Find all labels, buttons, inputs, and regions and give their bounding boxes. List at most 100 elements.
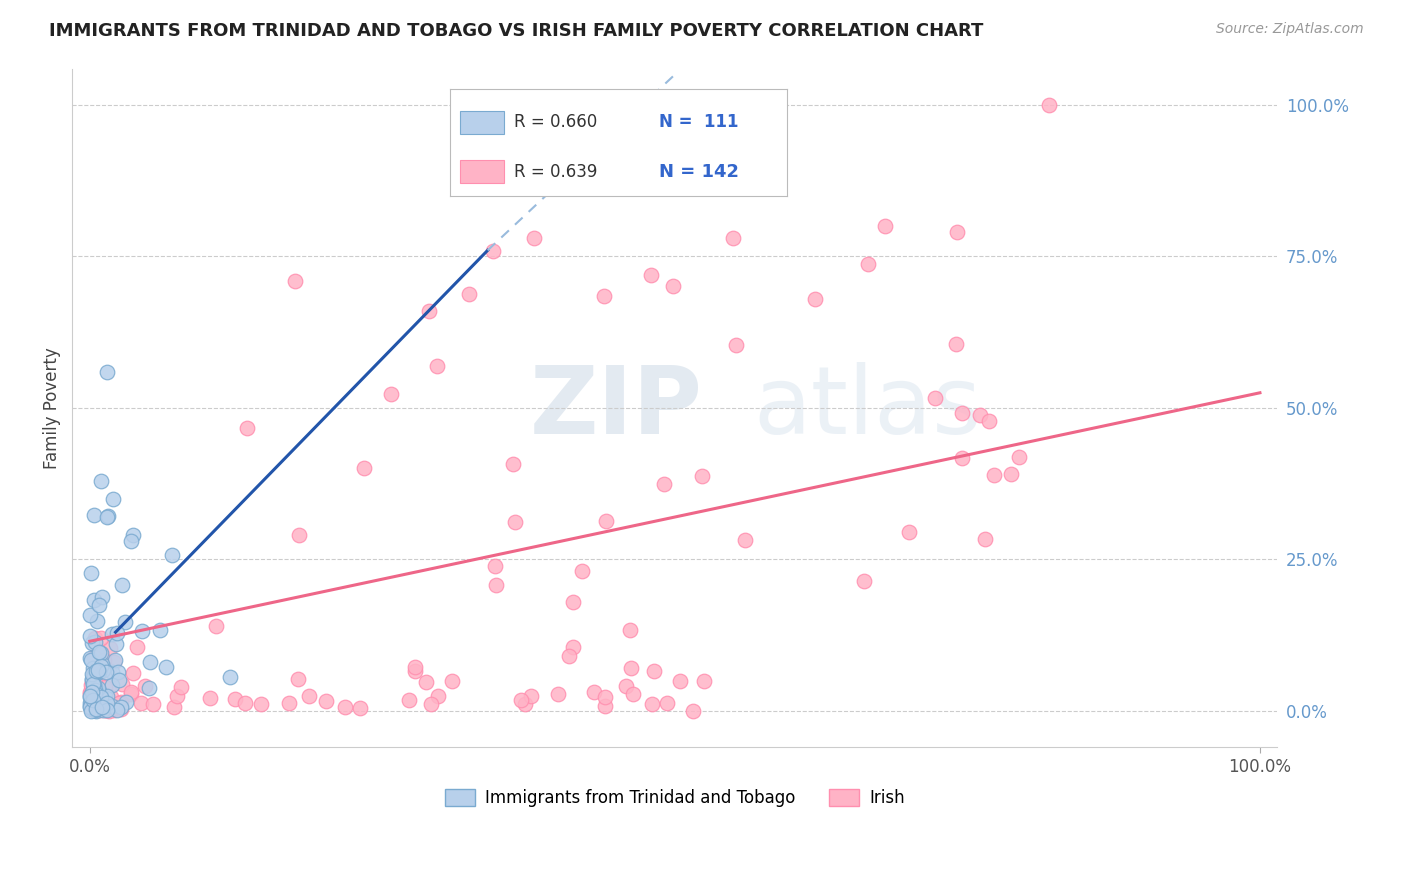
- Point: [82, 684, 104, 698]
- Point: [83, 680, 105, 694]
- Point: [693, 673, 716, 688]
- Point: [502, 458, 524, 472]
- Point: [104, 699, 127, 714]
- Point: [84, 662, 107, 676]
- Point: [96, 703, 118, 717]
- Point: [515, 698, 537, 712]
- Point: [162, 548, 184, 562]
- Point: [80, 636, 103, 650]
- Point: [142, 697, 165, 711]
- Point: [86, 698, 108, 713]
- Point: [129, 696, 152, 710]
- Point: [93, 703, 115, 717]
- Point: [84, 690, 107, 705]
- Point: [571, 564, 593, 578]
- Point: [969, 409, 991, 423]
- Point: [484, 558, 506, 573]
- Point: [91, 664, 114, 678]
- Point: [100, 690, 122, 705]
- Point: [1000, 467, 1022, 481]
- Point: [101, 678, 124, 692]
- Point: [105, 625, 128, 640]
- Point: [485, 578, 508, 592]
- Point: [155, 660, 177, 674]
- Point: [595, 514, 617, 528]
- Point: [235, 421, 257, 435]
- Point: [692, 468, 714, 483]
- Point: [561, 640, 583, 655]
- Point: [398, 693, 420, 707]
- Point: [503, 515, 526, 529]
- Point: [979, 414, 1001, 428]
- Point: [79, 699, 101, 714]
- Point: [94, 680, 117, 694]
- Point: [89, 598, 111, 612]
- Point: [523, 231, 546, 245]
- Point: [94, 689, 117, 703]
- Point: [122, 528, 145, 542]
- Point: [166, 689, 188, 703]
- Point: [84, 664, 107, 678]
- Point: [84, 681, 107, 696]
- Point: [96, 689, 118, 703]
- Point: [83, 593, 105, 607]
- Point: [640, 268, 662, 282]
- Point: [94, 665, 117, 680]
- Point: [415, 674, 437, 689]
- Point: [103, 703, 125, 717]
- Point: [983, 468, 1005, 483]
- Point: [134, 679, 156, 693]
- Point: [619, 623, 641, 637]
- Point: [87, 664, 110, 678]
- Point: [83, 650, 105, 665]
- Point: [79, 629, 101, 643]
- Point: [101, 665, 124, 679]
- Point: [100, 627, 122, 641]
- Point: [110, 699, 132, 714]
- Point: [84, 703, 107, 717]
- Y-axis label: Family Poverty: Family Poverty: [44, 347, 60, 469]
- Point: [83, 700, 105, 714]
- Point: [89, 703, 111, 717]
- Point: [97, 663, 120, 677]
- Point: [404, 664, 426, 678]
- Point: [734, 533, 756, 547]
- Point: [87, 689, 110, 703]
- Point: [90, 646, 112, 660]
- Point: [79, 608, 101, 623]
- Point: [79, 690, 101, 704]
- Point: [120, 685, 142, 699]
- Bar: [460, 111, 503, 134]
- Point: [482, 244, 505, 259]
- Point: [127, 640, 149, 654]
- Point: [84, 703, 107, 717]
- Point: [620, 660, 643, 674]
- Point: [1008, 450, 1031, 465]
- Point: [427, 690, 450, 704]
- Point: [84, 673, 107, 687]
- Point: [946, 225, 969, 239]
- Point: [90, 698, 112, 712]
- Point: [90, 690, 112, 704]
- Point: [170, 680, 193, 694]
- Point: [90, 591, 112, 605]
- Point: [98, 704, 121, 718]
- Point: [96, 365, 118, 379]
- Point: [93, 703, 115, 717]
- Point: [287, 672, 309, 686]
- Point: [104, 653, 127, 667]
- Point: [120, 534, 142, 549]
- Bar: [460, 160, 503, 184]
- Point: [950, 406, 973, 420]
- Point: [682, 704, 704, 718]
- Point: [875, 219, 897, 233]
- Point: [83, 508, 105, 523]
- Text: N = 142: N = 142: [659, 162, 740, 180]
- Point: [107, 696, 129, 710]
- Point: [86, 699, 108, 714]
- Point: [233, 696, 256, 710]
- Point: [249, 697, 271, 711]
- Point: [83, 667, 105, 681]
- Point: [84, 685, 107, 699]
- Point: [950, 451, 973, 466]
